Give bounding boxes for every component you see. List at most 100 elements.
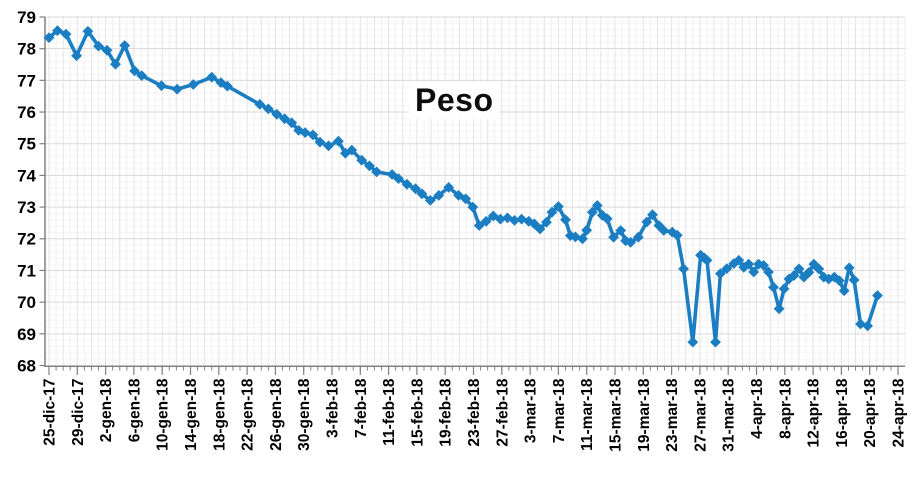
data-point-marker xyxy=(473,220,485,231)
data-point-marker xyxy=(221,80,233,92)
data-point-marker xyxy=(254,99,266,110)
x-tick-label: 20-apr-18 xyxy=(862,378,879,447)
data-point-marker xyxy=(346,144,358,156)
x-tick-label: 19-mar-18 xyxy=(636,378,653,452)
x-gridlines xyxy=(48,17,906,366)
data-point-marker xyxy=(748,266,760,278)
data-point-marker xyxy=(608,231,619,243)
x-tick-label: 12-apr-18 xyxy=(806,378,823,447)
data-point-marker xyxy=(768,281,779,293)
x-tick-label: 23-feb-18 xyxy=(466,378,483,446)
data-point-marker xyxy=(424,195,436,206)
y-tick-label: 71 xyxy=(17,261,36,280)
x-tick-label: 10-gen-18 xyxy=(155,378,172,451)
x-tick-label: 19-feb-18 xyxy=(438,378,455,446)
data-point-marker xyxy=(721,263,733,274)
x-tick-label: 6-gen-18 xyxy=(126,378,143,442)
data-point-marker xyxy=(701,254,713,266)
data-point-marker xyxy=(534,223,546,235)
data-point-marker xyxy=(843,262,855,274)
x-tick-label: 15-mar-18 xyxy=(608,378,625,452)
x-tick-label: 11-mar-18 xyxy=(579,378,596,451)
chart-title: Peso xyxy=(409,82,500,119)
data-point-marker xyxy=(215,77,227,88)
data-point-marker xyxy=(495,213,506,225)
data-point-marker xyxy=(560,214,571,226)
data-point-marker xyxy=(587,206,598,218)
axis-lines xyxy=(44,17,905,368)
data-point-marker xyxy=(60,28,72,40)
data-point-marker xyxy=(433,190,445,201)
x-tick-label: 30-gen-18 xyxy=(296,378,313,451)
data-point-marker xyxy=(371,166,382,178)
data-point-marker xyxy=(778,283,790,295)
data-point-marker xyxy=(401,178,413,190)
data-point-marker xyxy=(838,285,850,297)
y-minor-gridlines xyxy=(45,22,905,360)
data-point-marker xyxy=(299,127,311,138)
x-tick-label: 8-apr-18 xyxy=(777,378,794,439)
x-tick-label: 22-gen-18 xyxy=(240,378,257,451)
x-tick-label: 18-gen-18 xyxy=(211,378,228,451)
data-point-marker xyxy=(641,216,653,228)
y-axis-ticks: 79 78 77 76 75 74 73 72 71 70 69 68 xyxy=(17,8,45,375)
x-tick-label: 27-feb-18 xyxy=(494,378,511,446)
data-point-marker xyxy=(872,290,883,301)
y-tick-label: 73 xyxy=(17,198,36,217)
x-tick-label: 3-feb-18 xyxy=(325,378,342,438)
data-point-marker xyxy=(509,215,520,226)
y-tick-label: 79 xyxy=(17,8,36,27)
y-tick-label: 74 xyxy=(17,166,36,185)
data-point-marker xyxy=(43,32,55,43)
data-point-marker xyxy=(110,58,121,70)
data-point-marker xyxy=(356,154,368,166)
data-point-marker xyxy=(279,113,290,125)
data-point-marker xyxy=(528,218,540,230)
data-point-marker xyxy=(443,182,455,193)
x-tick-label: 25-dic-17 xyxy=(42,379,59,446)
data-point-marker xyxy=(171,83,183,95)
data-point-marker xyxy=(813,263,825,275)
y-tick-label: 69 xyxy=(17,325,36,344)
data-point-marker xyxy=(632,231,644,243)
data-point-marker xyxy=(129,65,140,77)
y-tick-label: 68 xyxy=(17,356,36,375)
data-point-marker xyxy=(715,268,726,279)
x-tick-label: 4-apr-18 xyxy=(749,378,766,439)
data-point-marker xyxy=(480,215,492,227)
x-tick-label: 23-mar-18 xyxy=(664,378,681,452)
data-point-marker xyxy=(577,233,588,245)
data-point-marker xyxy=(788,270,800,281)
data-point-marker xyxy=(333,135,344,147)
data-point-marker xyxy=(393,173,404,184)
data-point-marker xyxy=(410,183,421,195)
data-point-marker xyxy=(541,216,552,228)
x-tick-label: 24-apr-18 xyxy=(891,378,908,447)
data-point-marker xyxy=(855,318,866,330)
x-tick-label: 27-mar-18 xyxy=(692,378,709,452)
data-point-marker xyxy=(687,336,699,348)
data-point-marker xyxy=(615,225,627,236)
data-point-marker xyxy=(743,258,755,270)
data-point-marker xyxy=(601,213,613,225)
x-tick-label: 26-gen-18 xyxy=(268,378,285,451)
data-point-marker xyxy=(862,320,873,332)
x-axis-ticks: 25-dic-17 29-dic-17 2-gen-18 6-gen-18 10-gen… xyxy=(42,367,908,452)
x-tick-label: 7-feb-18 xyxy=(353,378,370,438)
data-point-marker xyxy=(467,201,479,213)
data-point-marker xyxy=(671,229,683,241)
x-tick-label: 3-mar-18 xyxy=(523,378,540,443)
data-point-marker xyxy=(271,108,283,120)
x-tick-label: 29-dic-17 xyxy=(70,379,87,446)
data-point-marker xyxy=(848,274,860,286)
data-point-marker xyxy=(93,40,104,52)
y-tick-label: 78 xyxy=(17,40,36,59)
y-tick-label: 70 xyxy=(17,293,36,312)
data-point-marker xyxy=(620,235,631,247)
data-point-marker xyxy=(136,70,148,81)
data-point-marker xyxy=(364,160,375,172)
x-tick-label: 16-apr-18 xyxy=(834,378,851,447)
data-point-marker xyxy=(710,336,721,348)
data-point-marker xyxy=(502,212,513,224)
